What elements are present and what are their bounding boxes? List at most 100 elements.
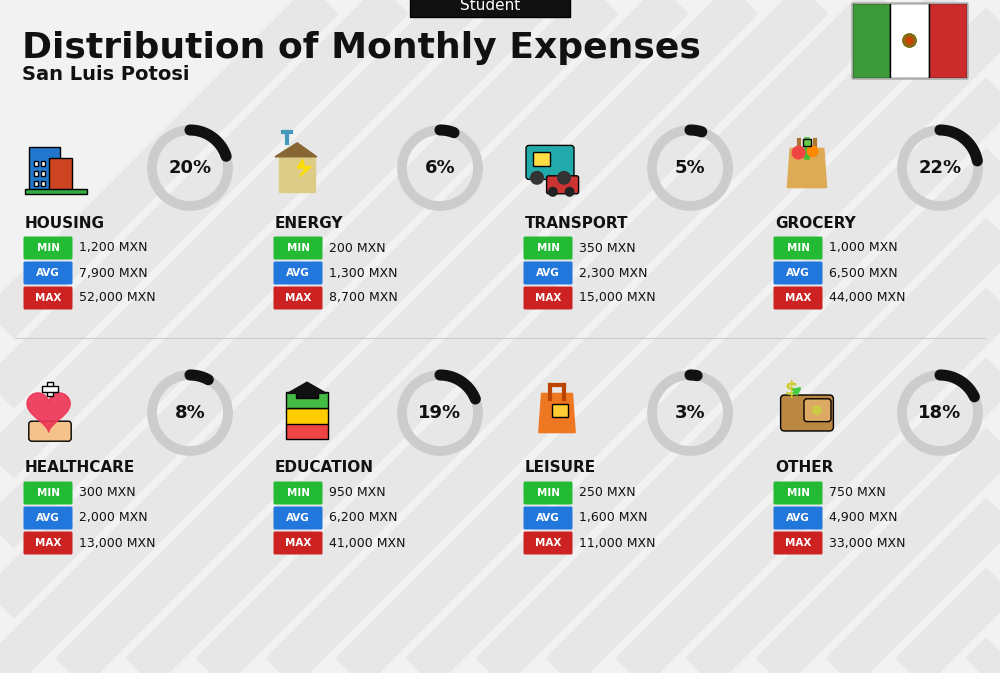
FancyBboxPatch shape <box>774 287 822 310</box>
Text: AVG: AVG <box>286 513 310 523</box>
Text: MIN: MIN <box>287 488 310 498</box>
FancyBboxPatch shape <box>24 236 72 260</box>
Text: 8,700 MXN: 8,700 MXN <box>329 291 398 304</box>
Text: 13,000 MXN: 13,000 MXN <box>79 536 156 549</box>
Text: 950 MXN: 950 MXN <box>329 487 386 499</box>
Text: 41,000 MXN: 41,000 MXN <box>329 536 406 549</box>
Polygon shape <box>539 394 575 433</box>
FancyBboxPatch shape <box>274 262 322 285</box>
Text: 11,000 MXN: 11,000 MXN <box>579 536 656 549</box>
FancyBboxPatch shape <box>49 158 72 192</box>
Text: 33,000 MXN: 33,000 MXN <box>829 536 906 549</box>
Circle shape <box>812 405 822 415</box>
Text: 2,000 MXN: 2,000 MXN <box>79 511 148 524</box>
FancyBboxPatch shape <box>34 171 38 176</box>
Text: AVG: AVG <box>36 513 60 523</box>
Circle shape <box>807 145 819 157</box>
FancyBboxPatch shape <box>274 481 322 505</box>
Text: AVG: AVG <box>536 513 560 523</box>
FancyBboxPatch shape <box>24 262 72 285</box>
FancyBboxPatch shape <box>547 176 579 194</box>
FancyBboxPatch shape <box>524 262 572 285</box>
Text: MIN: MIN <box>536 488 560 498</box>
FancyBboxPatch shape <box>524 532 572 555</box>
Text: MAX: MAX <box>285 293 311 303</box>
Text: OTHER: OTHER <box>775 460 833 476</box>
FancyBboxPatch shape <box>774 262 822 285</box>
FancyBboxPatch shape <box>41 181 45 186</box>
Text: 6,500 MXN: 6,500 MXN <box>829 267 898 279</box>
FancyBboxPatch shape <box>24 507 72 530</box>
Text: 3%: 3% <box>675 404 705 422</box>
Polygon shape <box>297 160 311 176</box>
Circle shape <box>565 187 575 197</box>
FancyBboxPatch shape <box>774 507 822 530</box>
Text: 1,000 MXN: 1,000 MXN <box>829 242 898 254</box>
Text: MIN: MIN <box>287 243 310 253</box>
FancyBboxPatch shape <box>47 382 53 396</box>
Text: MAX: MAX <box>535 538 561 548</box>
Text: MAX: MAX <box>285 538 311 548</box>
Circle shape <box>557 171 571 185</box>
FancyBboxPatch shape <box>524 481 572 505</box>
FancyBboxPatch shape <box>533 151 550 166</box>
FancyBboxPatch shape <box>29 147 60 192</box>
Polygon shape <box>27 393 70 432</box>
Polygon shape <box>279 157 315 192</box>
Text: 1,600 MXN: 1,600 MXN <box>579 511 648 524</box>
FancyBboxPatch shape <box>24 287 72 310</box>
Circle shape <box>906 36 914 44</box>
FancyBboxPatch shape <box>29 421 71 441</box>
Circle shape <box>792 145 806 160</box>
FancyBboxPatch shape <box>41 161 45 166</box>
Text: $: $ <box>785 380 798 398</box>
Text: TRANSPORT: TRANSPORT <box>525 215 629 230</box>
FancyBboxPatch shape <box>286 408 328 424</box>
FancyBboxPatch shape <box>274 532 322 555</box>
Text: MIN: MIN <box>786 488 810 498</box>
FancyBboxPatch shape <box>34 181 38 186</box>
Text: 4,900 MXN: 4,900 MXN <box>829 511 898 524</box>
FancyBboxPatch shape <box>524 507 572 530</box>
FancyBboxPatch shape <box>274 287 322 310</box>
Polygon shape <box>287 382 327 394</box>
FancyBboxPatch shape <box>24 532 72 555</box>
Text: MIN: MIN <box>36 243 60 253</box>
Text: 20%: 20% <box>168 159 212 177</box>
Text: ENERGY: ENERGY <box>275 215 344 230</box>
FancyBboxPatch shape <box>774 481 822 505</box>
FancyBboxPatch shape <box>524 287 572 310</box>
Text: 750 MXN: 750 MXN <box>829 487 886 499</box>
Text: AVG: AVG <box>786 513 810 523</box>
Text: AVG: AVG <box>786 268 810 278</box>
Text: 6,200 MXN: 6,200 MXN <box>329 511 398 524</box>
Text: 1,200 MXN: 1,200 MXN <box>79 242 148 254</box>
Text: Student: Student <box>460 0 520 13</box>
Text: MAX: MAX <box>35 293 61 303</box>
Text: 300 MXN: 300 MXN <box>79 487 136 499</box>
Text: MAX: MAX <box>785 538 811 548</box>
FancyBboxPatch shape <box>41 171 45 176</box>
Text: 5%: 5% <box>675 159 705 177</box>
Text: HOUSING: HOUSING <box>25 215 105 230</box>
Text: AVG: AVG <box>536 268 560 278</box>
FancyBboxPatch shape <box>526 145 574 180</box>
FancyBboxPatch shape <box>42 386 58 392</box>
Text: 44,000 MXN: 44,000 MXN <box>829 291 906 304</box>
FancyBboxPatch shape <box>803 139 811 145</box>
Text: 19%: 19% <box>418 404 462 422</box>
FancyBboxPatch shape <box>774 236 822 260</box>
Text: MAX: MAX <box>535 293 561 303</box>
Text: Distribution of Monthly Expenses: Distribution of Monthly Expenses <box>22 31 701 65</box>
Text: 7,900 MXN: 7,900 MXN <box>79 267 148 279</box>
Text: GROCERY: GROCERY <box>775 215 856 230</box>
FancyBboxPatch shape <box>286 423 328 439</box>
Text: MIN: MIN <box>786 243 810 253</box>
Text: 8%: 8% <box>175 404 205 422</box>
Text: AVG: AVG <box>36 268 60 278</box>
FancyBboxPatch shape <box>34 161 38 166</box>
Text: AVG: AVG <box>286 268 310 278</box>
FancyBboxPatch shape <box>25 189 87 194</box>
FancyBboxPatch shape <box>24 481 72 505</box>
Text: 6%: 6% <box>425 159 455 177</box>
